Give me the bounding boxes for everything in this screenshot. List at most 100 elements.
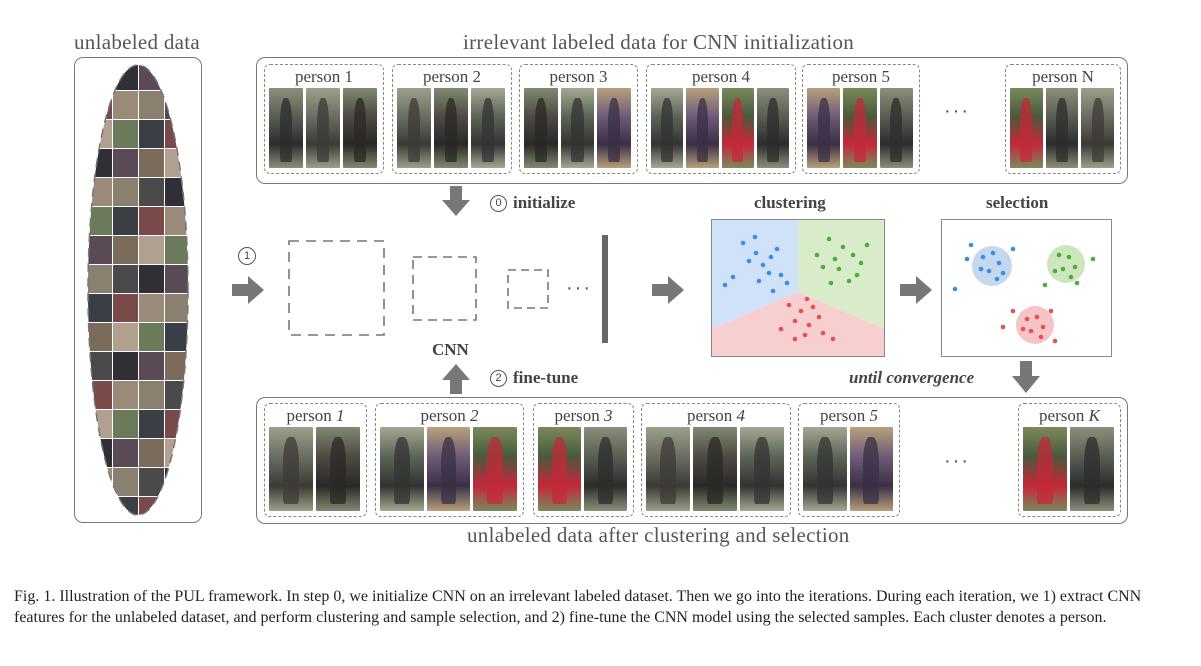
person-image [380, 427, 424, 511]
person-image [849, 427, 893, 511]
selection-point-green [1060, 266, 1066, 272]
selection-point-red [1028, 328, 1034, 334]
unlabeled-image-tile [113, 149, 138, 177]
cnn-ellipsis: ··· [566, 277, 592, 299]
person-label: person K [1039, 406, 1100, 425]
cnn-layers [288, 235, 608, 343]
unlabeled-image-tile [165, 323, 188, 351]
cluster-point-blue [756, 278, 762, 284]
cluster-point-blue [760, 262, 766, 268]
unlabeled-image-tile [165, 439, 188, 467]
unlabeled-image-tile [113, 468, 138, 496]
unlabeled-image-tile [139, 207, 164, 235]
selection-plot [941, 219, 1112, 357]
unlabeled-image-tile [139, 323, 164, 351]
person-image [807, 88, 841, 168]
cluster-point-green [850, 252, 856, 258]
unlabeled-image-tile [88, 497, 112, 515]
unlabeled-image-tile [165, 265, 188, 293]
cluster-point-blue [753, 250, 759, 256]
cluster-point-green [846, 278, 852, 284]
clustering-label: clustering [754, 193, 826, 212]
cluster-point-red [816, 314, 822, 320]
unlabeled-image-tile [165, 91, 188, 119]
top-person-group: person 4 [646, 64, 796, 174]
irrelevant-data-title: irrelevant labeled data for CNN initiali… [463, 30, 855, 54]
person-image [1045, 88, 1079, 168]
selection-point-red [1024, 316, 1030, 322]
unlabeled-image-tile [139, 410, 164, 438]
unlabeled-image-tile [88, 65, 112, 90]
until-convergence-label: until convergence [849, 368, 975, 387]
cluster-point-blue [752, 234, 758, 240]
cluster-point-red [792, 318, 798, 324]
person-image [471, 88, 505, 168]
unlabeled-image-tile [139, 236, 164, 264]
step-0-badge: 0 [490, 195, 507, 212]
selection-point-blue [1010, 246, 1016, 252]
unlabeled-image-tile [165, 65, 188, 90]
to-selection-arrow [900, 276, 932, 304]
cluster-point-green [858, 260, 864, 266]
unlabeled-image-tile [165, 236, 188, 264]
cluster-point-green [854, 272, 860, 278]
cluster-point-blue [746, 258, 752, 264]
person-label: person 1 [294, 67, 354, 86]
top-person-group: person 5 [802, 64, 920, 174]
unlabeled-image-tile [88, 149, 112, 177]
person-image [584, 427, 627, 511]
unlabeled-image-tile [165, 410, 188, 438]
after-clustering-title: unlabeled data after clustering and sele… [467, 523, 850, 547]
cnn-label: CNN [432, 340, 469, 359]
selection-point-green [1042, 282, 1048, 288]
cluster-point-green [864, 242, 870, 248]
person-image [843, 88, 877, 168]
cluster-point-green [840, 244, 846, 250]
person-image [1010, 88, 1043, 168]
person-image [269, 88, 303, 168]
selection-point-red [1052, 338, 1058, 344]
selection-point-green [1066, 254, 1072, 260]
selection-point-blue [978, 266, 984, 272]
selection-point-blue [986, 268, 992, 274]
selection-point-red [1048, 308, 1054, 314]
cluster-point-green [828, 280, 834, 286]
person-image [426, 427, 471, 511]
unlabeled-image-tile [165, 381, 188, 409]
selection-point-red [1000, 324, 1006, 330]
unlabeled-image-tile [139, 439, 164, 467]
unlabeled-image-tile [139, 381, 164, 409]
person-label: person 2 [422, 67, 482, 86]
finetune-label: 2 fine-tune [490, 368, 578, 388]
cluster-point-red [802, 332, 808, 338]
cluster-point-green [814, 252, 820, 258]
unlabeled-image-tile [139, 91, 164, 119]
cluster-point-red [792, 336, 798, 342]
unlabeled-image-tile [139, 497, 164, 515]
cluster-point-blue [722, 282, 728, 288]
clustering-plot [711, 219, 885, 357]
unlabeled-data-title: unlabeled data [74, 30, 201, 54]
selection-point-red [1010, 308, 1016, 314]
selection-point-blue [1000, 270, 1006, 276]
unlabeled-image-tile [88, 178, 112, 206]
unlabeled-data-panel [74, 57, 202, 523]
person-label: person 1 [286, 406, 345, 425]
unlabeled-image-tile [113, 91, 138, 119]
unlabeled-image-tile [88, 265, 112, 293]
unlabeled-image-tile [113, 497, 138, 515]
selection-point-green [1056, 252, 1062, 258]
cluster-point-blue [784, 280, 790, 286]
person-image [756, 88, 789, 168]
unlabeled-image-tile [139, 149, 164, 177]
unlabeled-image-tile [165, 207, 188, 235]
unlabeled-image-tile [165, 120, 188, 148]
unlabeled-image-tile [113, 120, 138, 148]
person-image [646, 427, 690, 511]
cluster-point-blue [740, 240, 746, 246]
cluster-point-red [806, 322, 812, 328]
unlabeled-image-tile [113, 381, 138, 409]
convergence-arrow [1012, 361, 1040, 393]
unlabeled-image-tile [113, 323, 138, 351]
selection-point-blue [968, 242, 974, 248]
